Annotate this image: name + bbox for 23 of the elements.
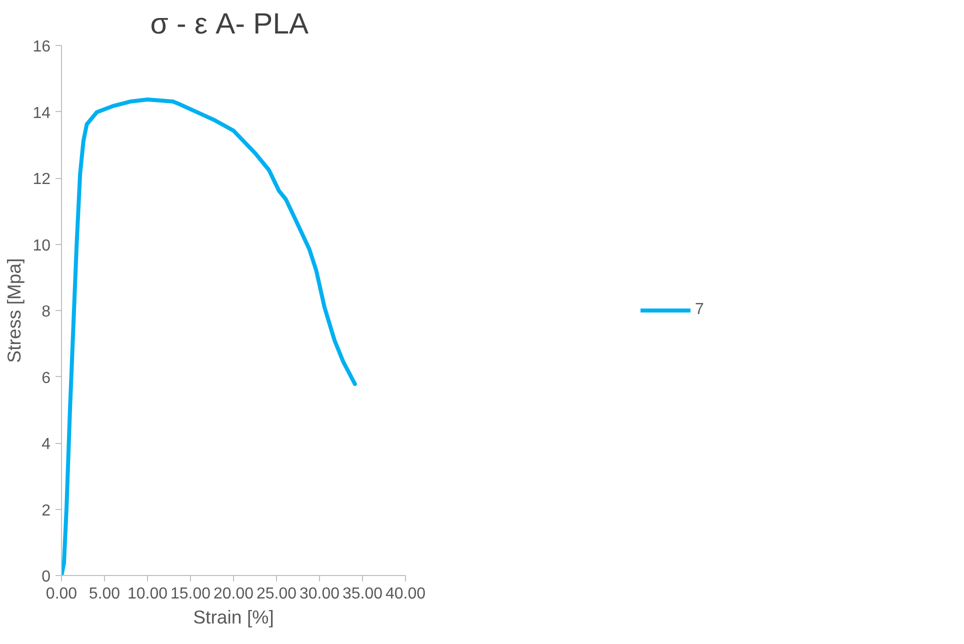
- x-tick-label: 40.00: [385, 586, 426, 602]
- y-tick-label: 10: [32, 237, 51, 254]
- y-axis-title: Stress [Mpa]: [4, 258, 25, 363]
- x-tick-label: 5.00: [88, 586, 120, 602]
- chart-title: σ - ε A- PLA: [150, 8, 310, 40]
- line-series: [62, 97, 357, 576]
- y-tick-label: 16: [32, 38, 51, 56]
- x-tick-label: 35.00: [342, 586, 383, 602]
- y-tick-label: 14: [32, 104, 51, 122]
- x-tick-label: 10.00: [127, 586, 168, 602]
- y-tick-label: 0: [42, 568, 51, 586]
- y-tick-label: 4: [42, 436, 51, 453]
- x-tick-label: 20.00: [213, 586, 254, 602]
- x-axis-title: Strain [%]: [193, 606, 274, 628]
- x-tick-label: 25.00: [256, 586, 297, 602]
- y-tick-label: 2: [42, 502, 51, 520]
- y-tick-label: 8: [42, 304, 51, 320]
- x-tick-label: 15.00: [170, 586, 211, 602]
- y-tick-label: 12: [32, 171, 51, 188]
- y-tick-label: 6: [42, 370, 51, 387]
- x-tick-label: 30.00: [299, 586, 340, 602]
- legend-label: 7: [695, 301, 705, 319]
- x-tick-label: 0.00: [46, 586, 78, 602]
